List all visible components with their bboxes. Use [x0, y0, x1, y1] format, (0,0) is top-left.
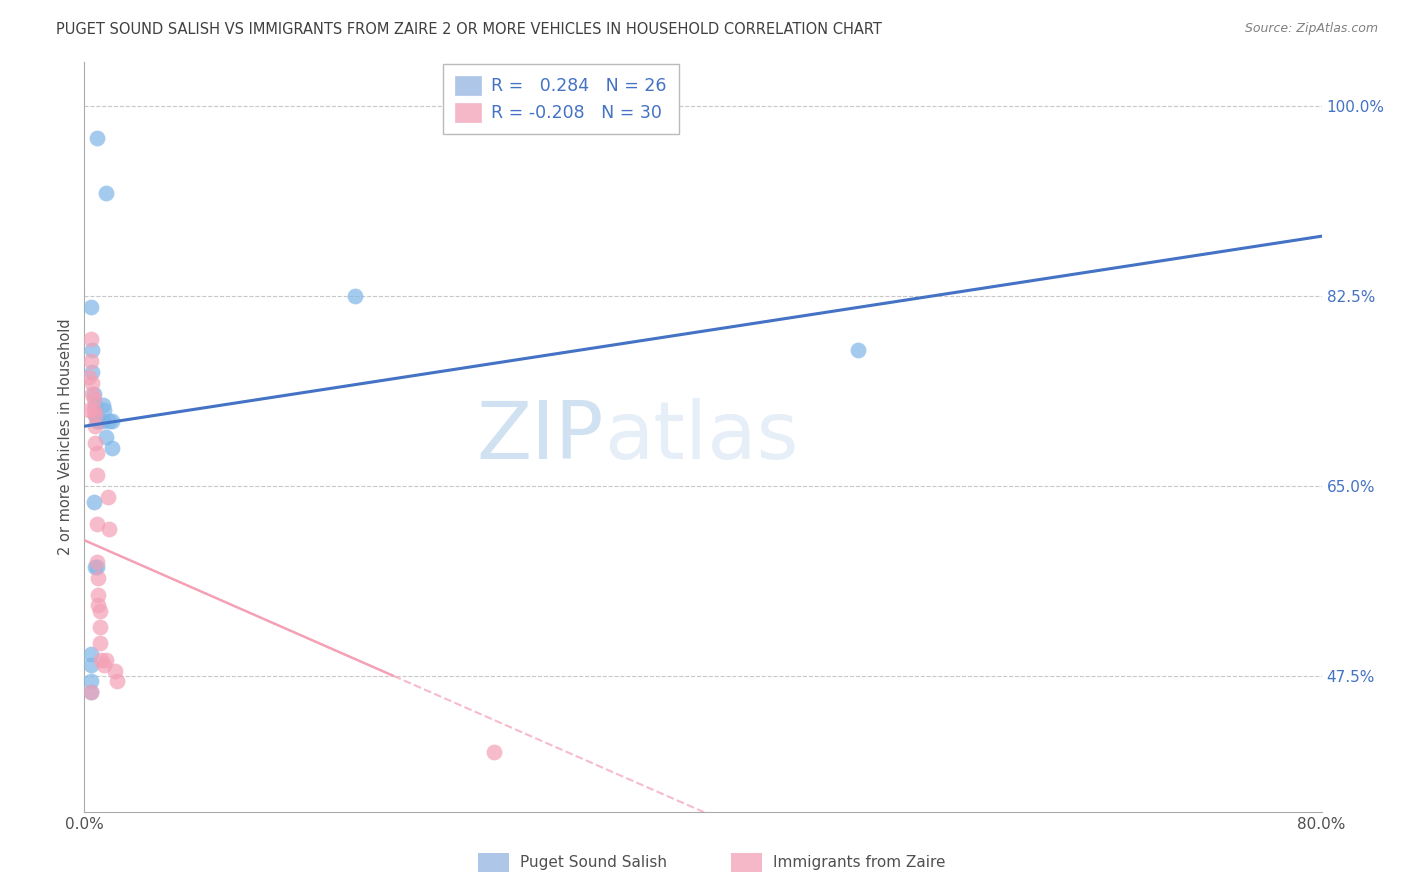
- Legend: R =   0.284   N = 26, R = -0.208   N = 30: R = 0.284 N = 26, R = -0.208 N = 30: [443, 63, 679, 135]
- Point: [77, 403, 100, 417]
- Point: [87, 571, 110, 585]
- Point: [79, 685, 101, 699]
- Text: Source: ZipAtlas.com: Source: ZipAtlas.com: [1244, 22, 1378, 36]
- Point: [83, 495, 105, 509]
- Point: [79, 647, 101, 661]
- Point: [79, 300, 101, 314]
- Text: atlas: atlas: [605, 398, 799, 476]
- Y-axis label: 2 or more Vehicles in Household: 2 or more Vehicles in Household: [58, 318, 73, 556]
- Point: [93, 403, 115, 417]
- Point: [79, 674, 101, 689]
- Point: [104, 664, 127, 678]
- Point: [94, 430, 117, 444]
- Point: [86, 446, 108, 460]
- Point: [91, 397, 114, 411]
- Point: [89, 620, 111, 634]
- Point: [79, 685, 101, 699]
- Point: [84, 419, 107, 434]
- Point: [86, 560, 108, 574]
- Point: [91, 414, 114, 428]
- Point: [79, 658, 101, 673]
- Point: [86, 131, 108, 145]
- Point: [90, 653, 112, 667]
- Point: [98, 522, 121, 536]
- Point: [77, 370, 100, 384]
- Point: [86, 516, 108, 531]
- Text: PUGET SOUND SALISH VS IMMIGRANTS FROM ZAIRE 2 OR MORE VEHICLES IN HOUSEHOLD CORR: PUGET SOUND SALISH VS IMMIGRANTS FROM ZA…: [56, 22, 882, 37]
- Point: [846, 343, 869, 358]
- Point: [82, 343, 104, 358]
- Point: [86, 555, 108, 569]
- Point: [98, 414, 121, 428]
- Point: [93, 658, 115, 673]
- Point: [87, 588, 110, 602]
- Point: [94, 653, 117, 667]
- Point: [484, 745, 506, 759]
- Point: [87, 414, 110, 428]
- Text: ZIP: ZIP: [477, 398, 605, 476]
- Point: [82, 386, 104, 401]
- Point: [79, 332, 101, 346]
- Point: [83, 392, 105, 406]
- Point: [82, 376, 104, 390]
- Point: [83, 386, 105, 401]
- Point: [84, 409, 107, 423]
- Point: [89, 636, 111, 650]
- Text: Puget Sound Salish: Puget Sound Salish: [520, 855, 668, 870]
- Point: [86, 468, 108, 483]
- Point: [101, 441, 124, 455]
- Text: Immigrants from Zaire: Immigrants from Zaire: [773, 855, 946, 870]
- Point: [84, 435, 107, 450]
- Point: [84, 560, 107, 574]
- Point: [83, 403, 105, 417]
- Point: [96, 490, 118, 504]
- Point: [105, 674, 128, 689]
- Point: [82, 365, 104, 379]
- Point: [84, 409, 107, 423]
- Point: [94, 186, 117, 200]
- Point: [87, 599, 110, 613]
- Point: [101, 414, 124, 428]
- Point: [343, 289, 366, 303]
- Point: [89, 604, 111, 618]
- Point: [79, 354, 101, 368]
- Point: [86, 414, 108, 428]
- Point: [84, 397, 107, 411]
